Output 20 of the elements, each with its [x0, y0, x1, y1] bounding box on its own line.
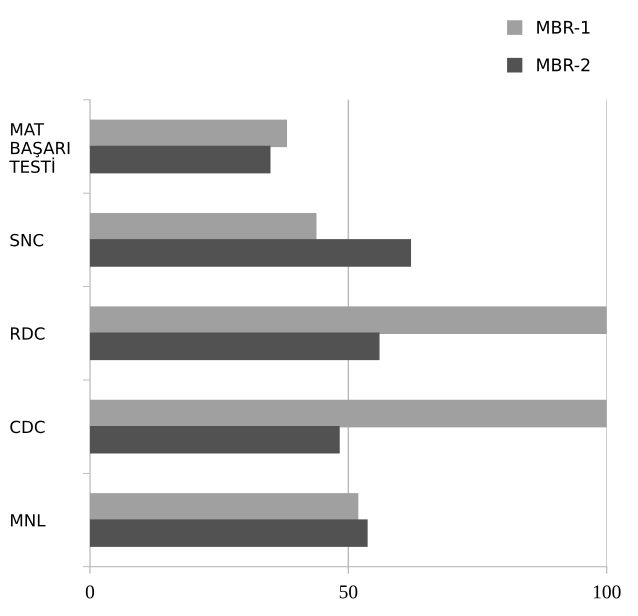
- x-tick-label: 0: [86, 585, 94, 598]
- bar: [90, 519, 368, 547]
- legend-label: MBR-2: [537, 58, 590, 72]
- bar: [90, 332, 380, 360]
- bar: [90, 120, 288, 148]
- bar: [90, 239, 412, 267]
- bar: [90, 306, 607, 334]
- y-tick-label: RDC: [11, 327, 45, 340]
- bar: [90, 400, 607, 428]
- y-tick-label: MAT BAŞARI TESTİ: [9, 123, 70, 173]
- legend-label: MBR-1: [537, 20, 590, 34]
- y-tick-label: MNL: [11, 514, 46, 526]
- bar: [90, 146, 270, 174]
- bar: [90, 493, 358, 521]
- x-tick-label: 50: [340, 585, 358, 598]
- x-tick-label: 100: [594, 585, 621, 598]
- y-tick-label: CDC: [10, 420, 45, 434]
- y-tick-label: SNC: [10, 234, 44, 246]
- bar: [90, 426, 340, 454]
- bar: [90, 213, 316, 241]
